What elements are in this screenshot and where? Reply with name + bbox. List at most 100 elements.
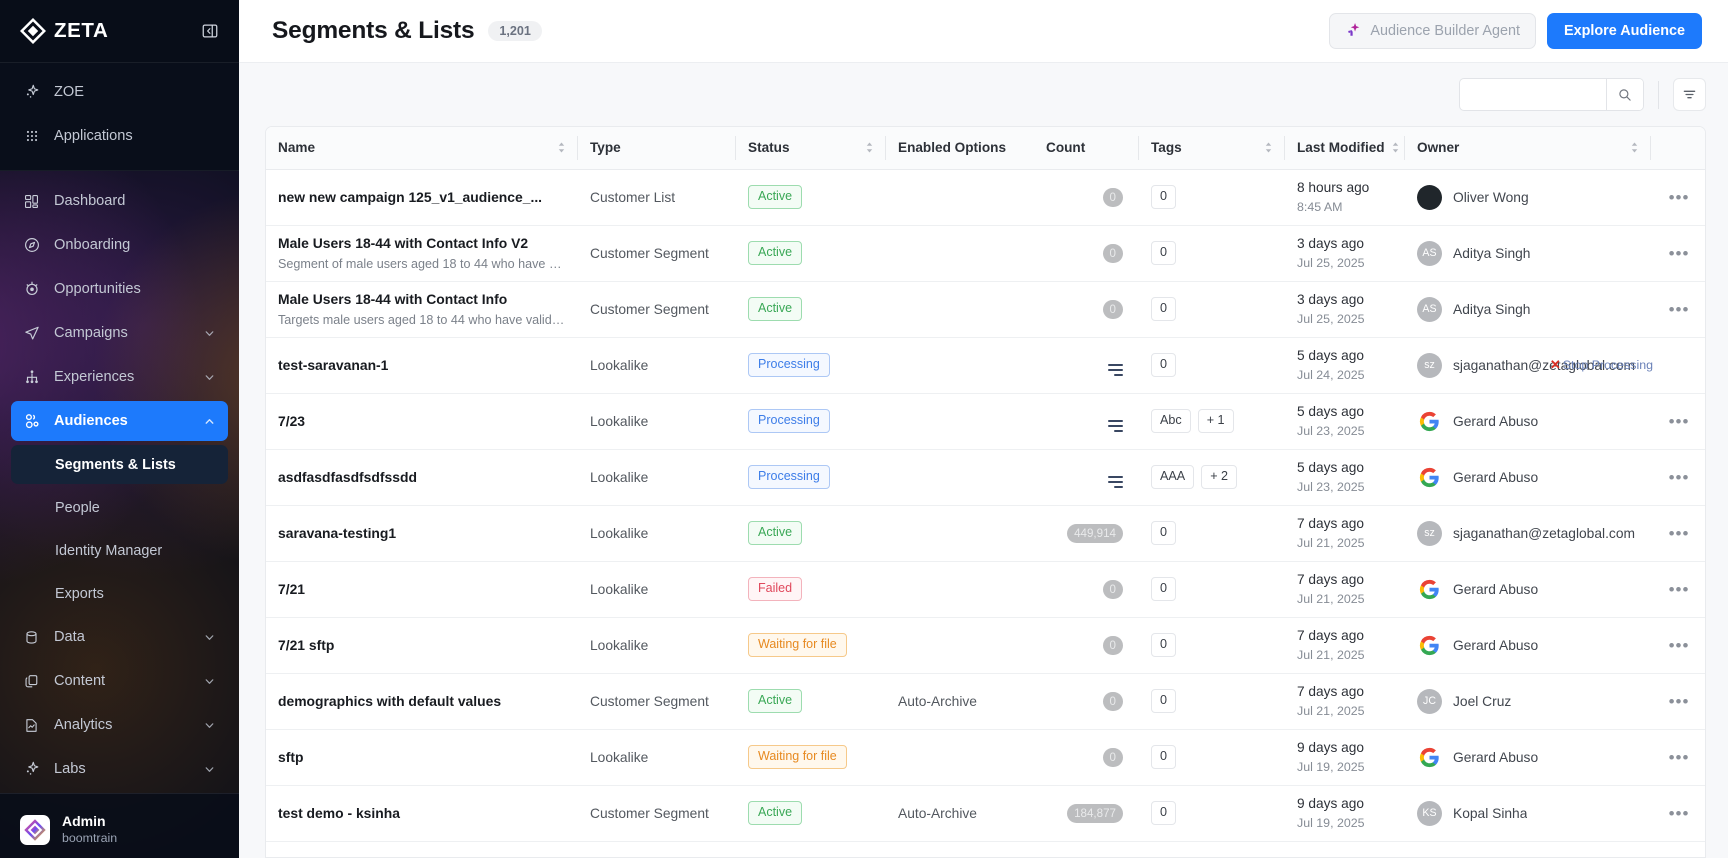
tag-chip[interactable]: 0 (1151, 297, 1177, 321)
cell-status: Processing (736, 449, 886, 506)
segment-name: 7/21 (278, 580, 306, 597)
sidebar-item-audiences[interactable]: Audiences (11, 401, 228, 441)
row-actions-menu-icon[interactable]: ••• (1668, 747, 1690, 767)
sidebar-item-segments-and-lists[interactable]: Segments & Lists (11, 445, 228, 484)
sidebar-item-onboarding[interactable]: Onboarding (11, 225, 228, 265)
cell-status: Active (736, 169, 886, 226)
sort-icon[interactable] (1630, 141, 1639, 154)
column-header-last-modified[interactable]: Last Modified (1285, 127, 1405, 170)
row-actions-menu-icon[interactable]: ••• (1668, 523, 1690, 543)
table-row[interactable]: sftp Lookalike Waiting for file 0 0 9 days ag… (266, 729, 1705, 786)
search-input[interactable] (1460, 79, 1606, 110)
last-modified-relative: 9 days ago (1297, 740, 1364, 756)
tag-chip[interactable]: + 2 (1201, 465, 1238, 489)
tag-chip[interactable]: 0 (1151, 689, 1177, 713)
cell-actions: ••• (1651, 673, 1705, 730)
table-row[interactable]: Male Users 18-44 with Contact Info Target… (266, 281, 1705, 338)
sidebar-item-analytics[interactable]: Analytics (11, 705, 228, 745)
tag-chip[interactable]: Abc (1151, 409, 1191, 433)
tag-chip[interactable]: 0 (1151, 633, 1177, 657)
cell-tags: 0 (1139, 561, 1285, 618)
sidebar-item-exports[interactable]: Exports (11, 574, 228, 613)
cell-name: test demo - ksinha (266, 785, 578, 842)
column-header-count[interactable]: Count (1034, 127, 1139, 170)
sidebar-user-profile[interactable]: Admin boomtrain (0, 793, 239, 858)
tag-chip[interactable]: 0 (1151, 185, 1177, 209)
row-actions-menu-icon[interactable]: ••• (1668, 243, 1690, 263)
audience-builder-agent-button[interactable]: Audience Builder Agent (1329, 13, 1536, 49)
panel-collapse-icon[interactable] (199, 20, 221, 42)
sidebar-item-experiences[interactable]: Experiences (11, 357, 228, 397)
column-header-type[interactable]: Type (578, 127, 736, 170)
row-actions-menu-icon[interactable]: ••• (1668, 411, 1690, 431)
tag-chip[interactable]: 0 (1151, 801, 1177, 825)
sort-icon[interactable] (1391, 141, 1400, 154)
table-row[interactable]: demographics with default values Customer… (266, 673, 1705, 730)
sidebar-item-applications[interactable]: Applications (11, 116, 228, 156)
column-header-status[interactable]: Status (736, 127, 886, 170)
row-actions-menu-icon[interactable]: ••• (1668, 299, 1690, 319)
tag-chip[interactable]: 0 (1151, 577, 1177, 601)
cell-name: test-saravanan-1 (266, 337, 578, 394)
cell-count (1034, 393, 1139, 450)
main-content: Segments & Lists 1,201 Audience Builder … (239, 0, 1728, 858)
explore-audience-button[interactable]: Explore Audience (1546, 13, 1702, 49)
sidebar-item-data[interactable]: Data (11, 617, 228, 657)
table-row[interactable]: test-saravanan-1 Lookalike Processing 0 5 da… (266, 337, 1705, 394)
column-header-enabled-options[interactable]: Enabled Options (886, 127, 1034, 170)
cell-status: Failed (736, 561, 886, 618)
column-header-tags[interactable]: Tags (1139, 127, 1285, 170)
status-badge: Waiting for file (748, 633, 847, 657)
tag-chip[interactable]: 0 (1151, 353, 1177, 377)
tag-chip[interactable]: 0 (1151, 745, 1177, 769)
row-actions-menu-icon[interactable]: ••• (1668, 187, 1690, 207)
avatar: sz (1417, 520, 1442, 546)
cell-type: Customer Segment (578, 785, 736, 842)
column-header-name[interactable]: Name (266, 127, 578, 170)
sidebar-item-labs[interactable]: Labs (11, 749, 228, 789)
table-row[interactable]: 7/21 sftp Lookalike Waiting for file 0 0 7 da… (266, 617, 1705, 674)
sidebar-item-dashboard[interactable]: Dashboard (11, 181, 228, 221)
table-row[interactable]: asdfasdfasdfsdfssdd Lookalike Processing AA… (266, 449, 1705, 506)
tag-chip[interactable]: + 1 (1197, 409, 1234, 433)
cell-tags: 0 (1139, 169, 1285, 226)
count-badge: 449,914 (1067, 523, 1123, 543)
sidebar-subitem-label: Exports (55, 585, 104, 602)
row-actions-menu-icon[interactable]: ••• (1668, 579, 1690, 599)
cell-type: Lookalike (578, 505, 736, 562)
sort-icon[interactable] (865, 141, 874, 154)
table-row[interactable]: Male Users 18-44 with Contact Info V2 Seg… (266, 225, 1705, 282)
row-actions-menu-icon[interactable]: ••• (1668, 691, 1690, 711)
tag-chip[interactable]: 0 (1151, 241, 1177, 265)
table-row[interactable]: test demo - ksinha Customer Segment Active… (266, 785, 1705, 842)
table-row[interactable]: 7/23 Lookalike Processing Abc + 1 5 days ago J… (266, 393, 1705, 450)
cell-name: 7/21 sftp (266, 617, 578, 674)
tag-chip[interactable]: 0 (1151, 521, 1177, 545)
stop-processing-action[interactable]: ✕ Stop Processing (1550, 357, 1653, 373)
sidebar-item-campaigns[interactable]: Campaigns (11, 313, 228, 353)
sidebar-item-opportunities[interactable]: Opportunities (11, 269, 228, 309)
search-box[interactable] (1459, 78, 1644, 111)
row-actions-menu-icon[interactable]: ••• (1668, 635, 1690, 655)
column-header-owner[interactable]: Owner (1405, 127, 1651, 170)
search-icon[interactable] (1606, 79, 1643, 110)
cell-last-modified: 5 days ago Jul 23, 2025 (1285, 449, 1405, 506)
column-divider (577, 136, 578, 160)
column-divider (1404, 136, 1405, 160)
sort-icon[interactable] (1264, 141, 1273, 154)
row-actions-menu-icon[interactable]: ••• (1668, 467, 1690, 487)
cell-owner: sz sjaganathan@zetaglobal.com ✕ Stop Proces… (1405, 337, 1653, 394)
sidebar-item-zoe[interactable]: ZOE (11, 72, 228, 112)
table-row[interactable]: new new campaign 125_v1_audience_... Cust… (266, 169, 1705, 226)
owner-name: Aditya Singh (1453, 245, 1531, 261)
table-row[interactable]: 7/21 Lookalike Failed 0 0 7 days ago Jul 21, 2… (266, 561, 1705, 618)
sort-icon[interactable] (557, 141, 566, 154)
sidebar-item-people[interactable]: People (11, 488, 228, 527)
sidebar-item-content[interactable]: Content (11, 661, 228, 701)
cell-name: saravana-testing1 (266, 505, 578, 562)
table-row[interactable]: saravana-testing1 Lookalike Active 449,914 0… (266, 505, 1705, 562)
sidebar-item-identity-manager[interactable]: Identity Manager (11, 531, 228, 570)
row-actions-menu-icon[interactable]: ••• (1668, 803, 1690, 823)
tag-chip[interactable]: AAA (1151, 465, 1195, 489)
filter-icon[interactable] (1673, 78, 1706, 111)
